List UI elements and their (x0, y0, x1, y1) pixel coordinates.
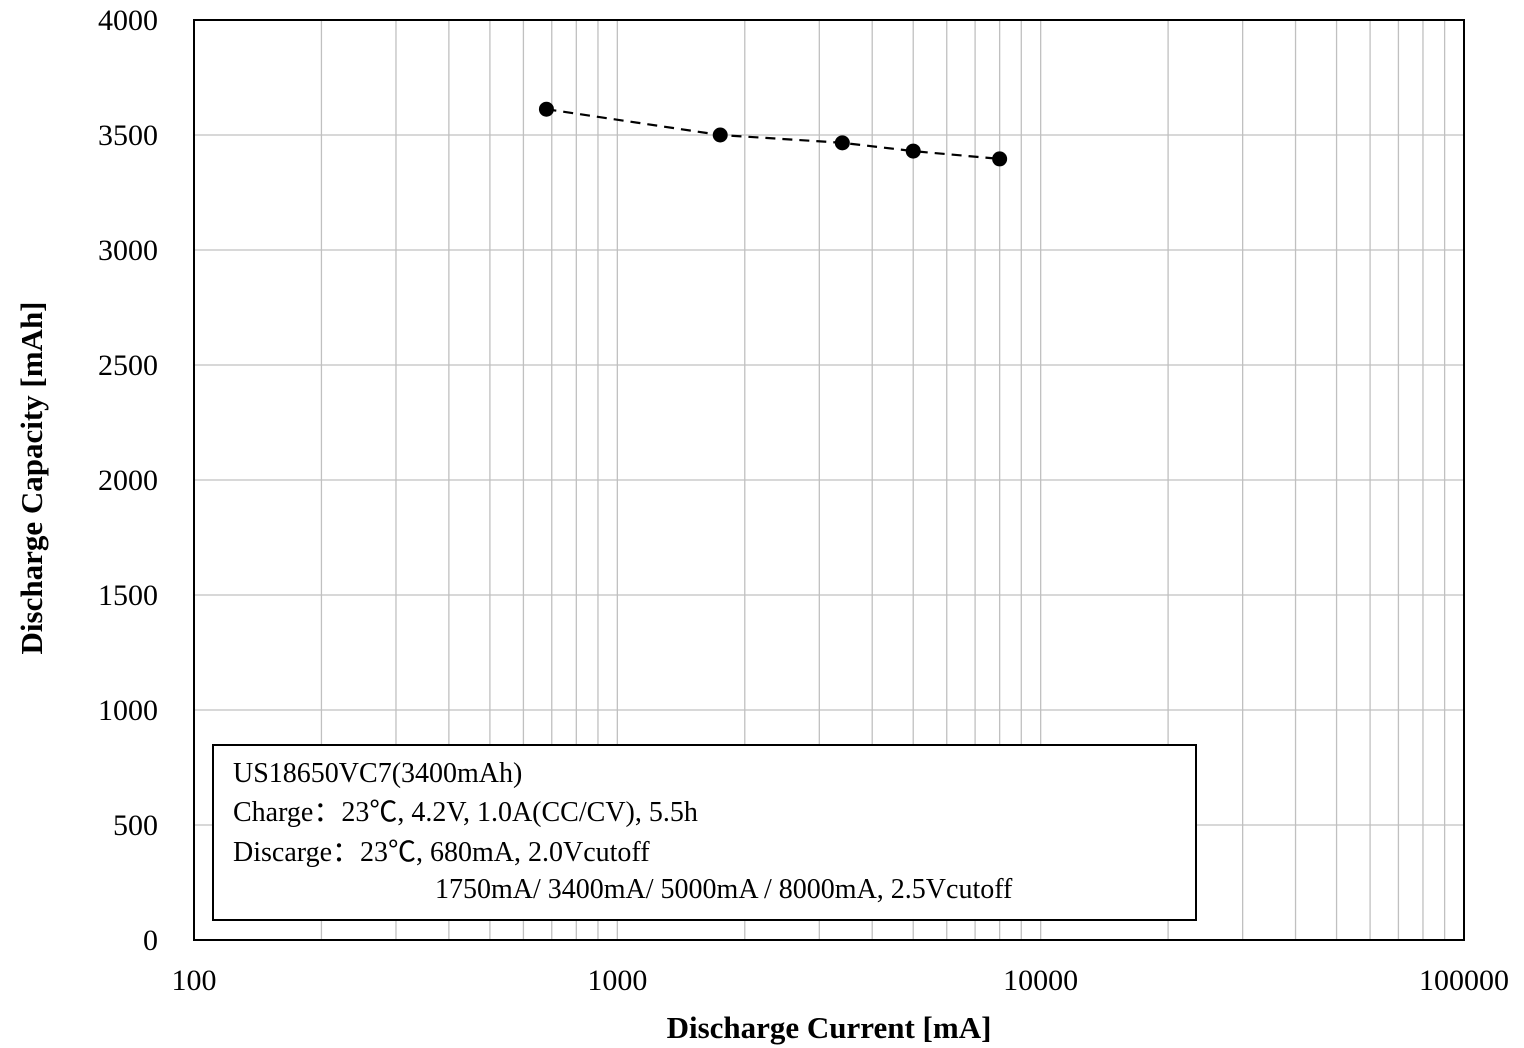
y-tick-label: 500 (113, 809, 158, 842)
y-tick-label: 3000 (98, 234, 158, 267)
annotation-line-charge: Charge：23℃, 4.2V, 1.0A(CC/CV), 5.5h (233, 797, 698, 828)
plot-area (193, 19, 1465, 941)
data-point (992, 151, 1008, 167)
annotation-line-model: US18650VC7(3400mAh) (233, 758, 522, 789)
annotation-box: US18650VC7(3400mAh) Charge：23℃, 4.2V, 1.… (212, 744, 1197, 921)
x-axis-title: Discharge Current [mA] (667, 1010, 992, 1045)
series-line (546, 108, 1000, 160)
data-point (905, 143, 921, 159)
y-tick-label: 1000 (98, 694, 158, 727)
y-axis-ticks: 0 500 1000 1500 2000 2500 3000 3500 4000 (98, 4, 158, 957)
x-axis-ticks: 100 1000 10000 100000 (172, 964, 1510, 997)
x-tick-label: 1000 (587, 964, 647, 997)
x-tick-label: 100000 (1419, 964, 1509, 997)
y-tick-label: 3500 (98, 119, 158, 152)
data-point (538, 101, 554, 117)
y-tick-label: 0 (143, 924, 158, 957)
annotation-line-rates: 1750mA/ 3400mA/ 5000mA / 8000mA, 2.5Vcut… (435, 874, 1013, 905)
x-tick-label: 100 (172, 964, 217, 997)
data-point (834, 135, 850, 151)
y-tick-label: 2500 (98, 349, 158, 382)
data-point (712, 127, 728, 143)
y-tick-label: 4000 (98, 4, 158, 37)
x-tick-label: 10000 (1003, 964, 1078, 997)
annotation-line-discharge: Discarge：23℃, 680mA, 2.0Vcutoff (233, 837, 650, 868)
y-axis-title: Discharge Capacity [mAh] (14, 301, 49, 654)
series-points (538, 101, 1008, 167)
y-tick-label: 1500 (98, 579, 158, 612)
y-tick-label: 2000 (98, 464, 158, 497)
